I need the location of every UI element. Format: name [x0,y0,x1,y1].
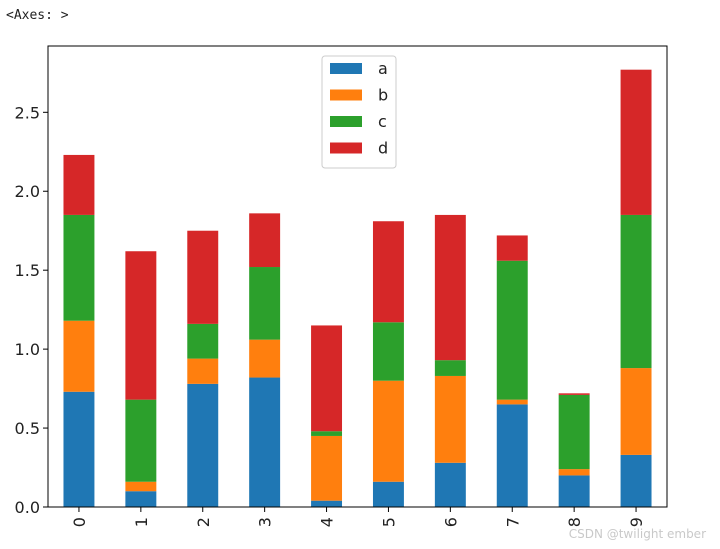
bar-8-c [558,394,590,470]
bar-4-d [311,325,343,432]
x-tick-label: 7 [503,517,522,527]
bar-0-c [63,214,95,321]
x-tick-label: 9 [627,517,646,527]
bar-0-b [63,320,95,392]
bar-6-a [434,462,466,507]
x-tick-label: 5 [379,517,398,527]
bar-1-a [125,491,157,507]
x-tick-label: 0 [70,517,89,527]
output-label: <Axes: > [6,8,69,23]
bar-9-d [620,69,652,215]
legend-swatch-a [330,63,362,74]
legend-swatch-c [330,116,362,127]
bar-1-d [125,251,157,400]
y-axis: 0.0 0.5 1.0 1.5 2.0 2.5 [15,103,48,517]
bar-3-d [249,213,281,268]
bar-7-b [496,399,528,405]
bar-4-c [311,431,343,436]
legend-label-c: c [378,112,387,131]
bar-6-c [434,360,466,376]
bar-6-d [434,214,466,361]
bar-1-b [125,481,157,492]
bar-7-d [496,235,528,261]
legend-label-a: a [378,59,388,78]
x-tick-label: 3 [256,517,275,527]
bars [63,69,652,507]
legend-label-d: d [378,139,388,158]
y-tick-label: 2.0 [15,182,40,201]
bar-5-a [372,481,404,507]
y-tick-label: 1.5 [15,261,40,280]
bar-9-b [620,368,652,455]
bar-2-a [187,383,219,507]
y-tick-label: 0.0 [15,498,40,517]
bar-5-c [372,322,404,381]
legend-swatch-b [330,89,362,101]
x-tick-label: 1 [132,517,151,527]
legend-swatch-d [330,142,362,154]
legend-label-b: b [378,86,388,105]
bar-9-a [620,454,652,507]
bar-8-b [558,469,590,476]
x-tick-label: 2 [194,517,213,527]
x-axis: 0 1 2 3 4 5 6 7 8 9 [70,507,646,527]
bar-8-d [558,393,590,395]
bar-9-c [620,214,652,369]
bar-2-b [187,358,219,384]
bar-6-b [434,375,466,463]
axes-frame [47,45,668,508]
watermark: CSDN @twilight ember [568,527,706,541]
bar-5-d [372,221,404,323]
bar-8-a [558,475,590,507]
x-tick-label: 6 [441,517,460,527]
bar-3-b [249,339,281,378]
y-tick-label: 2.5 [15,103,40,122]
bar-3-a [249,377,281,507]
bar-5-b [372,380,404,482]
bar-4-a [311,500,343,507]
bar-1-c [125,399,157,482]
x-tick-label: 4 [318,517,337,527]
y-tick-label: 1.0 [15,340,40,359]
x-tick-label: 8 [565,517,584,527]
legend-box [321,55,397,169]
bar-3-c [249,267,281,340]
bar-4-b [311,435,343,501]
bar-0-d [63,154,95,215]
bar-2-d [187,230,219,324]
bar-7-a [496,404,528,507]
bar-7-c [496,260,528,400]
bar-0-a [63,391,95,507]
y-tick-label: 0.5 [15,419,40,438]
bar-2-c [187,323,219,359]
